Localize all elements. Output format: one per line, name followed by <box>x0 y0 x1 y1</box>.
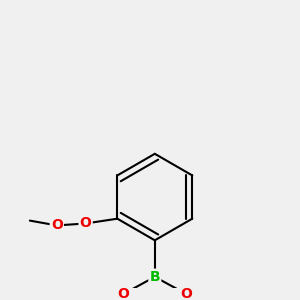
Text: O: O <box>181 287 193 300</box>
Text: O: O <box>51 218 63 233</box>
Text: O: O <box>80 217 92 230</box>
Text: O: O <box>117 287 129 300</box>
Text: B: B <box>149 270 160 284</box>
